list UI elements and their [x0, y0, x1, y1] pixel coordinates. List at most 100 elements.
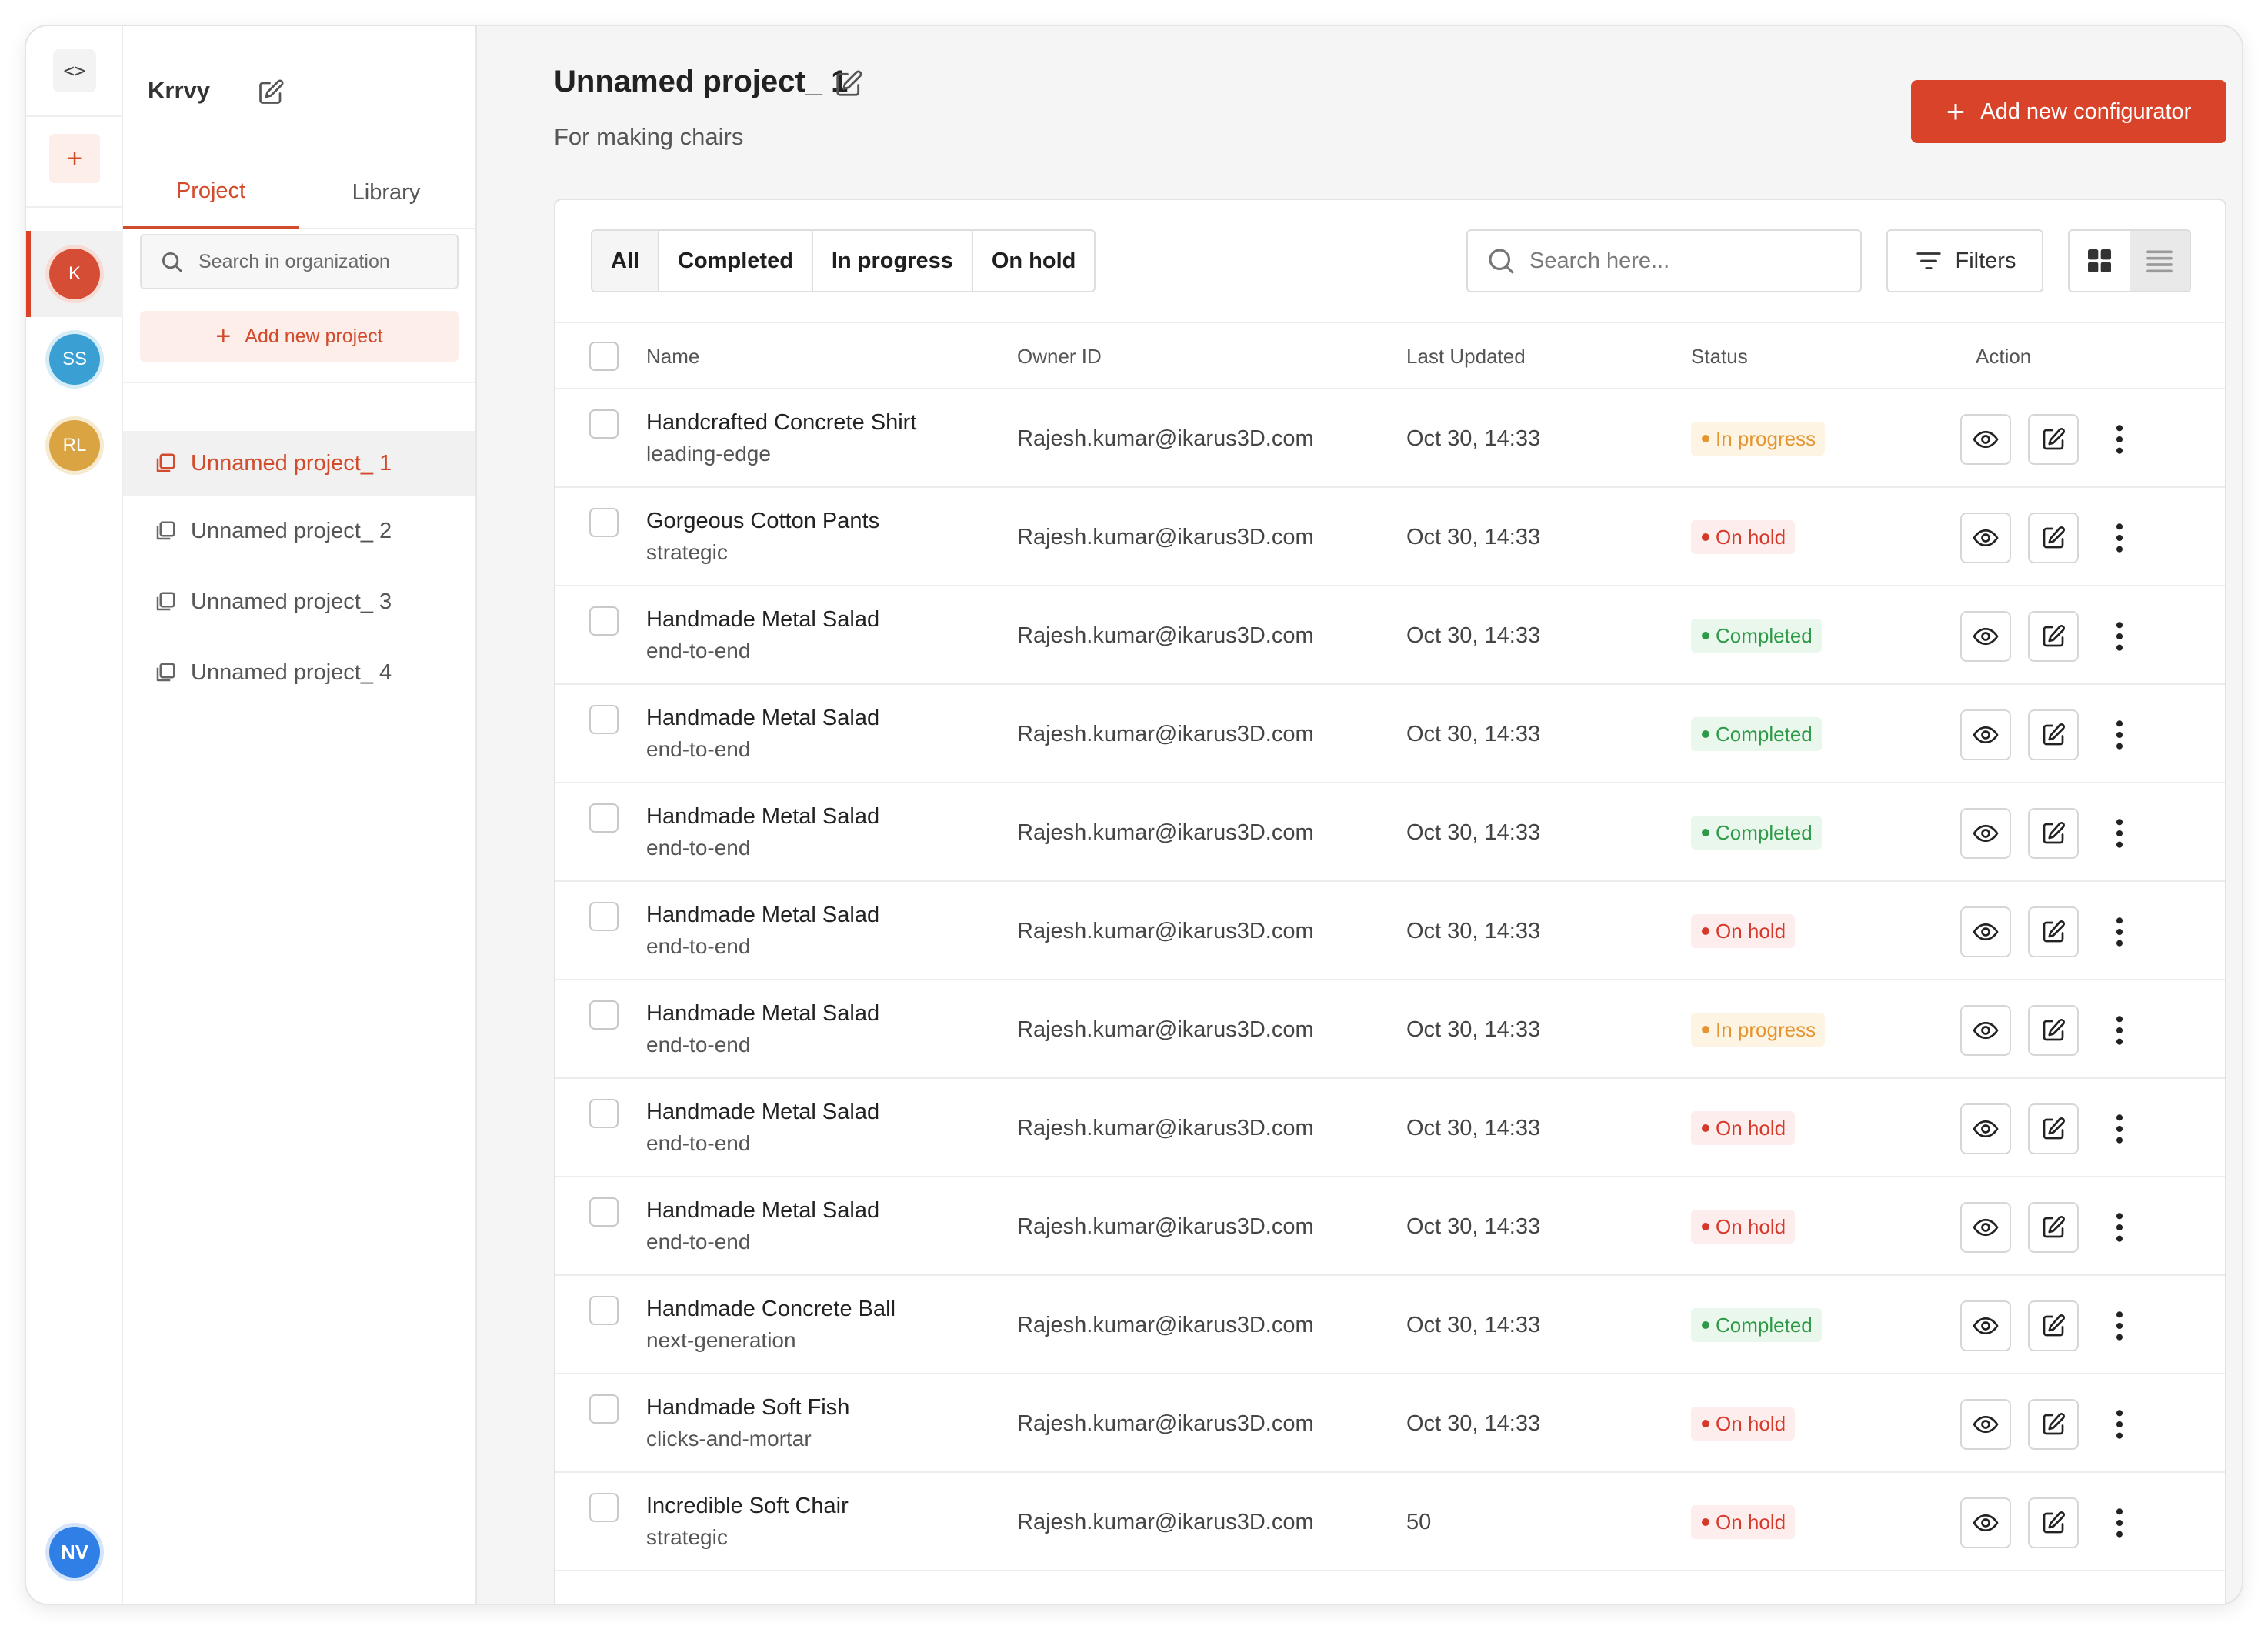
configurator-name[interactable]: Gorgeous Cotton Pants [646, 509, 880, 533]
edit-button[interactable] [2028, 906, 2079, 957]
configurator-name[interactable]: Handmade Metal Salad [646, 607, 880, 632]
table-row[interactable]: Handmade Metal Salad end-to-end Rajesh.kum… [555, 980, 2225, 1079]
view-button[interactable] [1960, 808, 2011, 859]
workspace-avatar-ss[interactable]: SS [49, 334, 100, 385]
add-configurator-button[interactable]: + Add new configurator [1911, 80, 2226, 143]
tab-in-progress[interactable]: In progress [812, 231, 973, 291]
more-options-button[interactable] [2094, 906, 2145, 957]
row-checkbox[interactable] [589, 1000, 619, 1030]
edit-button[interactable] [2028, 414, 2079, 465]
view-button[interactable] [1960, 414, 2011, 465]
view-button[interactable] [1960, 1103, 2011, 1154]
edit-title-icon[interactable] [834, 69, 863, 98]
grid-view-button[interactable] [2070, 231, 2130, 291]
view-button[interactable] [1960, 1005, 2011, 1056]
configurator-name[interactable]: Handmade Concrete Ball [646, 1297, 896, 1321]
more-options-button[interactable] [2094, 1202, 2145, 1253]
edit-button[interactable] [2028, 1300, 2079, 1351]
configurator-name[interactable]: Incredible Soft Chair [646, 1494, 849, 1518]
more-options-button[interactable] [2094, 1399, 2145, 1450]
edit-button[interactable] [2028, 1399, 2079, 1450]
table-row[interactable]: Handmade Metal Salad end-to-end Rajesh.kum… [555, 882, 2225, 980]
edit-button[interactable] [2028, 1103, 2079, 1154]
more-options-button[interactable] [2094, 1497, 2145, 1548]
row-checkbox[interactable] [589, 606, 619, 636]
sidebar-item-project-4[interactable]: Unnamed project_ 4 [123, 640, 475, 705]
table-row[interactable]: Handcrafted Concrete Shirt leading-edge Ra… [555, 389, 2225, 488]
edit-button[interactable] [2028, 709, 2079, 760]
tab-project[interactable]: Project [123, 155, 299, 229]
edit-button[interactable] [2028, 1202, 2079, 1253]
view-button[interactable] [1960, 1399, 2011, 1450]
configurator-name[interactable]: Handmade Soft Fish [646, 1395, 850, 1420]
more-options-button[interactable] [2094, 709, 2145, 760]
configurator-name[interactable]: Handmade Metal Salad [646, 804, 880, 829]
row-checkbox[interactable] [589, 1296, 619, 1325]
table-search-input[interactable]: Search here... [1466, 229, 1862, 292]
column-header-status[interactable]: Status [1691, 344, 1748, 368]
table-row[interactable]: Handmade Metal Salad end-to-end Rajesh.kum… [555, 586, 2225, 685]
column-header-updated[interactable]: Last Updated [1406, 344, 1526, 368]
tab-completed[interactable]: Completed [659, 231, 813, 291]
table-row[interactable]: Incredible Soft Chair strategic Rajesh.kum… [555, 1473, 2225, 1571]
row-checkbox[interactable] [589, 902, 619, 931]
more-options-button[interactable] [2094, 1103, 2145, 1154]
row-checkbox[interactable] [589, 705, 619, 734]
add-workspace-button[interactable]: + [49, 134, 100, 183]
table-row[interactable]: Handmade Metal Salad end-to-end Rajesh.kum… [555, 783, 2225, 882]
view-button[interactable] [1960, 1202, 2011, 1253]
workspace-avatar-rl[interactable]: RL [49, 420, 100, 471]
sidebar-item-project-2[interactable]: Unnamed project_ 2 [123, 499, 475, 563]
more-options-button[interactable] [2094, 513, 2145, 563]
edit-button[interactable] [2028, 611, 2079, 662]
table-row[interactable]: Handmade Metal Salad end-to-end Rajesh.kum… [555, 1079, 2225, 1177]
select-all-checkbox[interactable] [589, 342, 619, 371]
list-view-button[interactable] [2130, 231, 2190, 291]
row-checkbox[interactable] [589, 409, 619, 439]
row-checkbox[interactable] [589, 1493, 619, 1522]
row-checkbox[interactable] [589, 1197, 619, 1227]
more-options-button[interactable] [2094, 611, 2145, 662]
view-button[interactable] [1960, 709, 2011, 760]
sidebar-item-project-1[interactable]: Unnamed project_ 1 [123, 431, 475, 496]
sidebar-item-project-3[interactable]: Unnamed project_ 3 [123, 569, 475, 634]
row-checkbox[interactable] [589, 1099, 619, 1128]
code-icon[interactable]: <> [53, 49, 96, 92]
edit-button[interactable] [2028, 1497, 2079, 1548]
configurator-name[interactable]: Handmade Metal Salad [646, 1198, 880, 1223]
view-button[interactable] [1960, 513, 2011, 563]
row-checkbox[interactable] [589, 1394, 619, 1424]
view-button[interactable] [1960, 1300, 2011, 1351]
view-button[interactable] [1960, 1497, 2011, 1548]
table-row[interactable]: Handmade Soft Fish clicks-and-mortar Rajes… [555, 1374, 2225, 1473]
configurator-name[interactable]: Handmade Metal Salad [646, 1100, 880, 1124]
add-project-button[interactable]: + Add new project [140, 311, 459, 362]
configurator-name[interactable]: Handmade Metal Salad [646, 706, 880, 730]
user-avatar[interactable]: NV [49, 1527, 100, 1578]
configurator-name[interactable]: Handcrafted Concrete Shirt [646, 410, 917, 435]
row-checkbox[interactable] [589, 803, 619, 833]
edit-button[interactable] [2028, 1005, 2079, 1056]
configurator-name[interactable]: Handmade Metal Salad [646, 903, 880, 927]
organization-search-input[interactable]: Search in organization [140, 234, 459, 289]
table-row[interactable]: Gorgeous Cotton Pants strategic Rajesh.kum… [555, 488, 2225, 586]
view-button[interactable] [1960, 906, 2011, 957]
row-checkbox[interactable] [589, 508, 619, 537]
table-row[interactable]: Handmade Metal Salad end-to-end Rajesh.kum… [555, 685, 2225, 783]
column-header-owner[interactable]: Owner ID [1017, 344, 1102, 368]
table-row[interactable]: Handmade Metal Salad end-to-end Rajesh.kum… [555, 1177, 2225, 1276]
column-header-name[interactable]: Name [646, 344, 700, 368]
more-options-button[interactable] [2094, 1005, 2145, 1056]
view-button[interactable] [1960, 611, 2011, 662]
table-row[interactable]: Handmade Concrete Ball next-generation Raj… [555, 1276, 2225, 1374]
more-options-button[interactable] [2094, 1300, 2145, 1351]
tab-all[interactable]: All [592, 231, 660, 291]
tab-on-hold[interactable]: On hold [972, 231, 1095, 291]
workspace-avatar-k[interactable]: K [49, 249, 100, 299]
edit-button[interactable] [2028, 808, 2079, 859]
more-options-button[interactable] [2094, 808, 2145, 859]
filters-button[interactable]: Filters [1886, 229, 2043, 292]
edit-organization-icon[interactable] [257, 78, 285, 106]
tab-library[interactable]: Library [352, 179, 421, 205]
more-options-button[interactable] [2094, 414, 2145, 465]
